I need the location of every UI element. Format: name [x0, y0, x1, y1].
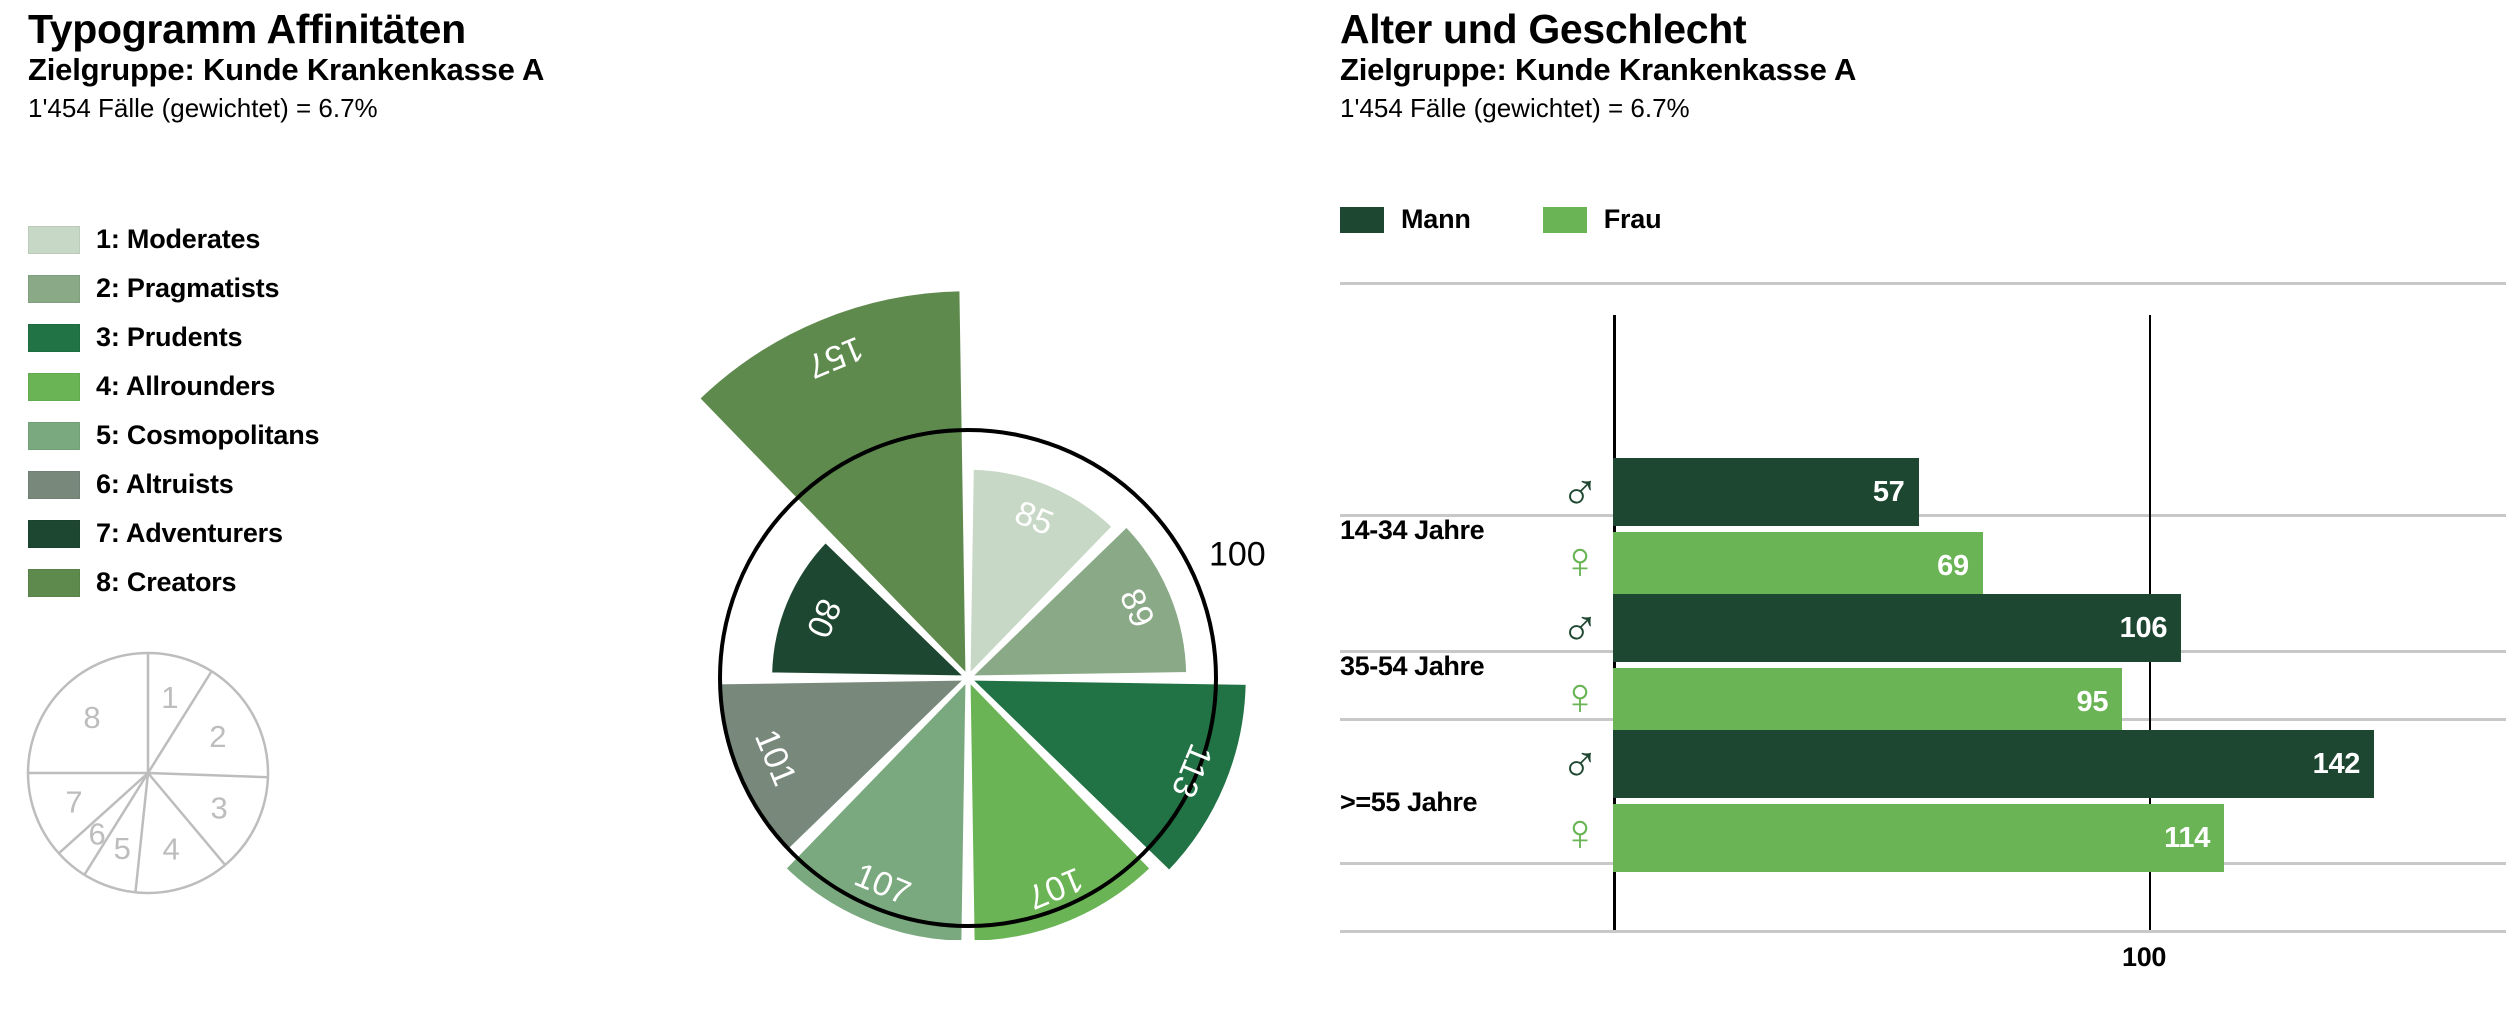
wheel-segment-label: 7 [65, 784, 82, 819]
age-gender-caption: 1'454 Fälle (gewichtet) = 6.7% [1340, 93, 1690, 123]
bar-frau-55plus[interactable]: 114 [1613, 804, 2225, 872]
axis-tick-label-100: 100 [2122, 942, 2167, 972]
age-gender-bar-chart[interactable]: 14-34 Jahre ♂ ♀ 57 69 35-54 Jahre ♂ ♀ 10… [1340, 270, 2506, 1009]
age-gender-title: Alter und Geschlecht [1340, 6, 1747, 52]
rose-segment[interactable] [961, 675, 1251, 877]
group-label-55plus: >=55 Jahre [1340, 787, 1478, 817]
legend-item[interactable]: 5: Cosmopolitans [28, 411, 320, 460]
legend-swatch-icon [1542, 206, 1587, 233]
male-icon: ♂ [1560, 598, 1600, 656]
rose-segment[interactable] [693, 286, 971, 685]
female-icon: ♀ [1560, 668, 1600, 726]
legend-swatch-icon [28, 372, 80, 401]
legend-item[interactable]: 6: Altruists [28, 460, 319, 509]
wheel-segment-label: 4 [163, 832, 180, 867]
bar-mann-55plus[interactable]: 142 [1613, 730, 2375, 798]
group-label-35-54: 35-54 Jahre [1340, 651, 1485, 681]
legend-item-label: 3: Prudents [96, 322, 243, 352]
female-icon: ♀ [1560, 532, 1600, 590]
bar-mann-14-34[interactable]: 57 [1613, 458, 1919, 526]
grid-line-horizontal [1340, 514, 2506, 517]
rose-segment[interactable] [779, 671, 971, 940]
reference-circle-label: 100 [1209, 536, 1266, 574]
legend-swatch-icon [28, 323, 80, 352]
typogram-title: Typogramm Affinitäten [28, 6, 466, 52]
legend-item-label: 8: Creators [96, 567, 237, 597]
wheel-segment-label: 8 [83, 700, 100, 735]
legend-item[interactable]: 8: Creators [28, 558, 319, 607]
legend-item-frau[interactable]: Frau [1542, 204, 1662, 235]
legend-item-label: 7: Adventurers [96, 518, 283, 548]
legend-item-label: 6: Altruists [96, 469, 234, 499]
wheel-segment-label: 2 [209, 719, 226, 754]
legend-item-label: 1: Moderates [96, 224, 261, 254]
wheel-segment-label: 6 [88, 817, 105, 852]
bar-value-label: 114 [2164, 821, 2211, 854]
bar-value-label: 142 [2312, 747, 2361, 780]
legend-item[interactable]: 7: Adventurers [28, 509, 319, 558]
typogram-subtitle: Zielgruppe: Kunde Krankenkasse A [28, 52, 545, 87]
bar-value-label: 57 [1872, 475, 1905, 508]
legend-swatch-icon [28, 421, 80, 450]
legend-item[interactable]: 2: Pragmatists [28, 264, 319, 313]
bar-value-label: 95 [2076, 685, 2109, 718]
legend-item-label: 2: Pragmatists [96, 273, 280, 303]
age-gender-panel: Alter und Geschlecht Zielgruppe: Kunde K… [1340, 0, 2506, 1009]
group-label-14-34: 14-34 Jahre [1340, 515, 1485, 545]
legend-item-label: 5: Cosmopolitans [96, 420, 320, 450]
rose-segment[interactable] [965, 671, 1157, 940]
typogram-caption: 1'454 Fälle (gewichtet) = 6.7% [28, 93, 378, 123]
legend-item[interactable]: 4: Allrounders [28, 362, 319, 411]
age-gender-subtitle: Zielgruppe: Kunde Krankenkasse A [1340, 52, 1857, 87]
male-icon: ♂ [1560, 462, 1600, 520]
wheel-segment-label: 3 [211, 791, 228, 826]
legend-swatch-icon [28, 274, 80, 303]
bar-value-label: 69 [1937, 549, 1969, 582]
wheel-segment-label: 5 [114, 831, 131, 866]
rose-segment[interactable] [961, 520, 1192, 681]
wheel-segment-label: 1 [161, 680, 178, 715]
gender-legend: Mann Frau [1340, 204, 1733, 235]
reference-circle-100 [718, 428, 1218, 928]
grid-line-horizontal [1340, 282, 2506, 285]
bar-value-label: 106 [2119, 611, 2168, 644]
bar-frau-35-54[interactable]: 95 [1613, 668, 2123, 736]
legend-item-label: Frau [1603, 204, 1662, 234]
typogram-panel: Typogramm Affinitäten Zielgruppe: Kunde … [26, 6, 1340, 940]
bar-frau-14-34[interactable]: 69 [1613, 532, 1983, 600]
female-icon: ♀ [1560, 804, 1600, 862]
typogram-legend: 1: Moderates 2: Pragmatists 3: Prudents … [28, 215, 320, 607]
legend-item[interactable]: 1: Moderates [28, 215, 319, 264]
legend-swatch-icon [1340, 206, 1384, 233]
bar-mann-35-54[interactable]: 106 [1613, 594, 2182, 662]
legend-swatch-icon [28, 519, 80, 548]
rose-segment[interactable] [965, 464, 1119, 685]
legend-swatch-icon [28, 225, 80, 254]
legend-swatch-icon [28, 568, 80, 597]
grid-line-horizontal [1340, 930, 2506, 933]
legend-item[interactable]: 3: Prudents [28, 313, 319, 362]
legend-item-label: Mann [1401, 204, 1471, 234]
legend-item-mann[interactable]: Mann [1340, 204, 1471, 235]
rose-segment[interactable] [715, 675, 975, 856]
legend-item-label: 4: Allrounders [96, 371, 276, 401]
legend-swatch-icon [28, 470, 80, 499]
male-icon: ♂ [1560, 734, 1600, 792]
rose-segment[interactable] [767, 536, 975, 681]
